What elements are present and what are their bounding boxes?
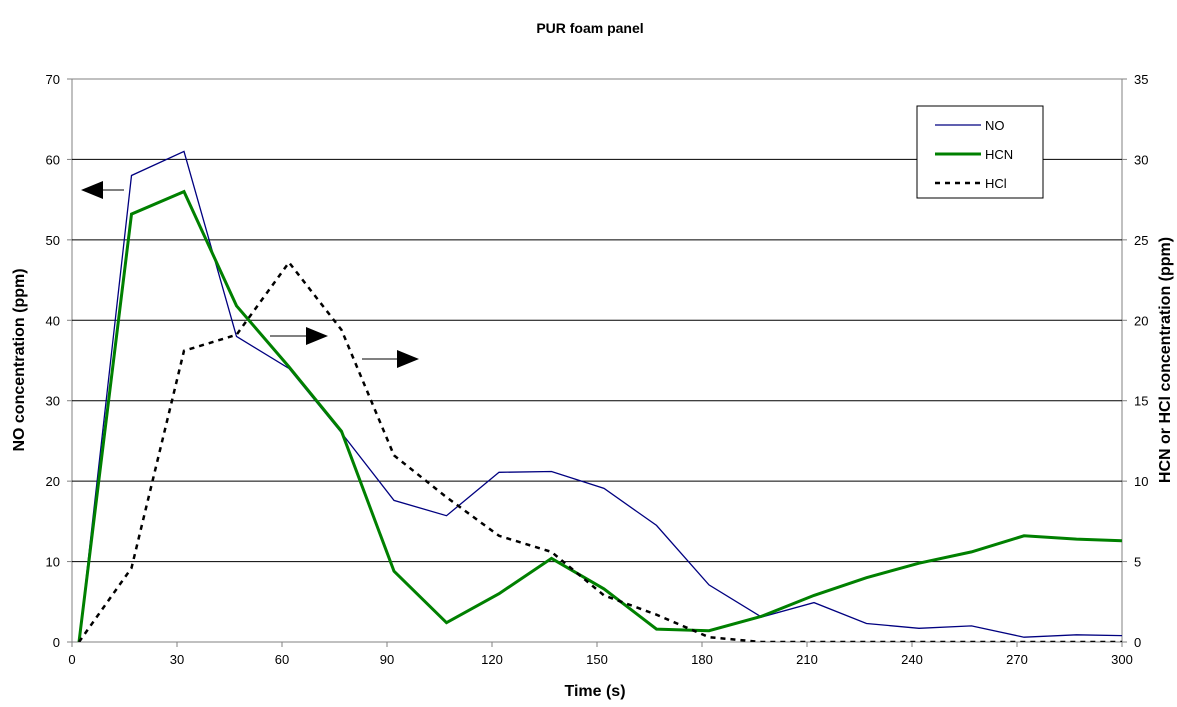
y-left-tick-label: 40 bbox=[46, 313, 60, 328]
y-left-tick-label: 30 bbox=[46, 394, 60, 409]
legend-label-hcl: HCl bbox=[985, 176, 1007, 191]
x-tick-label: 210 bbox=[796, 652, 818, 667]
arrow-head bbox=[81, 181, 103, 199]
y-right-tick-label: 5 bbox=[1134, 555, 1141, 570]
arrow-to-right-axis bbox=[362, 350, 419, 368]
series-line-no bbox=[78, 150, 1122, 642]
x-tick-label: 150 bbox=[586, 652, 608, 667]
x-tick-label: 60 bbox=[275, 652, 289, 667]
y-left-tick-label: 70 bbox=[46, 72, 60, 87]
y-right-tick-label: 30 bbox=[1134, 152, 1148, 167]
arrow-head bbox=[306, 327, 328, 345]
axes: 0 10 20 30 40 50 60 70 0 5 10 15 20 25 30 35 0 30 60 90 120 1… bbox=[46, 72, 1149, 667]
legend-label-no: NO bbox=[985, 118, 1005, 133]
series-line-hcn bbox=[77, 189, 1122, 642]
x-tick-label: 300 bbox=[1111, 652, 1133, 667]
y-right-tick-label: 0 bbox=[1134, 635, 1141, 650]
x-axis-title: Time (s) bbox=[564, 683, 625, 700]
arrow-head bbox=[397, 350, 419, 368]
arrow-to-left-axis bbox=[81, 181, 124, 199]
x-tick-label: 270 bbox=[1006, 652, 1028, 667]
y-right-tick-label: 35 bbox=[1134, 72, 1148, 87]
y-left-tick-label: 50 bbox=[46, 233, 60, 248]
y-left-tick-label: 0 bbox=[53, 635, 60, 650]
y-right-tick-label: 20 bbox=[1134, 313, 1148, 328]
y-right-tick-label: 15 bbox=[1134, 394, 1148, 409]
y-right-tick-label: 10 bbox=[1134, 474, 1148, 489]
legend: NO HCN HCl bbox=[916, 105, 1044, 199]
arrow-to-right-axis bbox=[270, 327, 328, 345]
y-right-tick-label: 25 bbox=[1134, 233, 1148, 248]
annotation-arrows bbox=[81, 181, 419, 368]
y-axis-right-title: HCN or HCl concentration (ppm) bbox=[1157, 237, 1174, 483]
series-layer bbox=[77, 150, 1122, 642]
x-tick-label: 90 bbox=[380, 652, 394, 667]
x-tick-label: 120 bbox=[481, 652, 503, 667]
y-axis-left-title: NO concentration (ppm) bbox=[11, 268, 28, 451]
x-tick-label: 30 bbox=[170, 652, 184, 667]
chart-title: PUR foam panel bbox=[536, 20, 643, 36]
legend-label-hcn: HCN bbox=[985, 147, 1013, 162]
x-tick-label: 240 bbox=[901, 652, 923, 667]
y-left-tick-label: 60 bbox=[46, 152, 60, 167]
x-tick-label: 0 bbox=[68, 652, 75, 667]
x-tick-label: 180 bbox=[691, 652, 713, 667]
y-left-tick-label: 10 bbox=[46, 555, 60, 570]
y-left-tick-label: 20 bbox=[46, 474, 60, 489]
